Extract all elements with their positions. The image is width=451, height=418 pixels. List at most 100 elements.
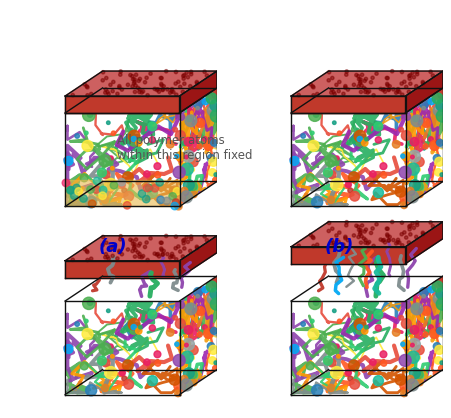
Circle shape (359, 90, 362, 94)
Circle shape (85, 196, 97, 208)
Circle shape (118, 178, 125, 186)
Circle shape (359, 224, 363, 227)
Circle shape (361, 237, 365, 240)
Circle shape (343, 86, 346, 89)
Circle shape (415, 356, 419, 360)
Circle shape (156, 88, 159, 91)
Circle shape (330, 88, 333, 91)
Circle shape (143, 184, 151, 192)
Circle shape (367, 240, 370, 244)
Circle shape (166, 140, 174, 148)
Circle shape (308, 297, 320, 309)
Circle shape (101, 71, 105, 74)
Circle shape (364, 137, 367, 141)
Circle shape (78, 381, 82, 385)
Circle shape (189, 70, 192, 74)
Circle shape (110, 166, 114, 170)
Circle shape (101, 384, 108, 392)
Circle shape (175, 154, 179, 158)
Circle shape (132, 246, 135, 250)
Circle shape (363, 241, 366, 245)
Circle shape (399, 82, 402, 85)
Circle shape (182, 329, 186, 334)
Circle shape (205, 74, 208, 77)
Circle shape (386, 239, 390, 242)
Circle shape (208, 345, 217, 354)
Circle shape (66, 186, 74, 194)
Circle shape (159, 247, 162, 250)
Circle shape (367, 90, 370, 93)
Circle shape (131, 136, 136, 142)
Circle shape (149, 325, 155, 331)
Circle shape (146, 94, 149, 97)
Circle shape (181, 74, 184, 78)
Circle shape (80, 174, 88, 182)
Circle shape (135, 140, 142, 146)
Circle shape (71, 93, 74, 97)
Circle shape (358, 80, 361, 84)
Circle shape (348, 360, 359, 371)
Polygon shape (179, 236, 216, 278)
Circle shape (354, 319, 365, 330)
Circle shape (107, 92, 110, 96)
Circle shape (428, 329, 438, 339)
Circle shape (206, 281, 216, 292)
Circle shape (170, 90, 173, 93)
Circle shape (315, 92, 318, 96)
Circle shape (207, 293, 218, 304)
Circle shape (439, 332, 443, 336)
Circle shape (330, 76, 333, 80)
Circle shape (208, 357, 216, 364)
Circle shape (213, 173, 217, 176)
Circle shape (394, 91, 397, 94)
Circle shape (399, 380, 411, 392)
Polygon shape (65, 261, 179, 278)
Polygon shape (290, 96, 405, 113)
Circle shape (207, 155, 214, 162)
Circle shape (414, 157, 423, 167)
Circle shape (164, 234, 167, 237)
Circle shape (395, 90, 398, 93)
Circle shape (183, 190, 188, 195)
Circle shape (67, 186, 75, 194)
Circle shape (439, 173, 443, 176)
Circle shape (129, 74, 132, 77)
Circle shape (399, 232, 402, 236)
Circle shape (396, 87, 399, 91)
Circle shape (193, 288, 202, 296)
Circle shape (136, 86, 139, 89)
Circle shape (122, 172, 133, 183)
Circle shape (434, 157, 443, 166)
Circle shape (356, 328, 362, 334)
Circle shape (208, 168, 216, 176)
Circle shape (410, 71, 414, 74)
Circle shape (364, 77, 367, 81)
Circle shape (110, 354, 114, 358)
Circle shape (412, 346, 419, 353)
Circle shape (161, 84, 165, 88)
Circle shape (126, 83, 129, 87)
Circle shape (356, 136, 362, 142)
Circle shape (439, 361, 443, 364)
Circle shape (154, 351, 161, 358)
Circle shape (357, 228, 360, 232)
Circle shape (210, 140, 217, 146)
Circle shape (184, 115, 196, 127)
Circle shape (193, 99, 202, 108)
Circle shape (88, 200, 96, 207)
Circle shape (206, 93, 216, 104)
Circle shape (131, 242, 134, 246)
Circle shape (305, 362, 313, 370)
Circle shape (172, 199, 179, 206)
Circle shape (414, 235, 417, 239)
Circle shape (184, 71, 188, 74)
Circle shape (84, 319, 88, 323)
Circle shape (430, 224, 433, 228)
Circle shape (184, 236, 188, 239)
Circle shape (358, 82, 361, 85)
Circle shape (131, 324, 136, 330)
Circle shape (171, 90, 175, 94)
Circle shape (391, 88, 394, 91)
Circle shape (202, 286, 208, 293)
Circle shape (348, 172, 359, 183)
